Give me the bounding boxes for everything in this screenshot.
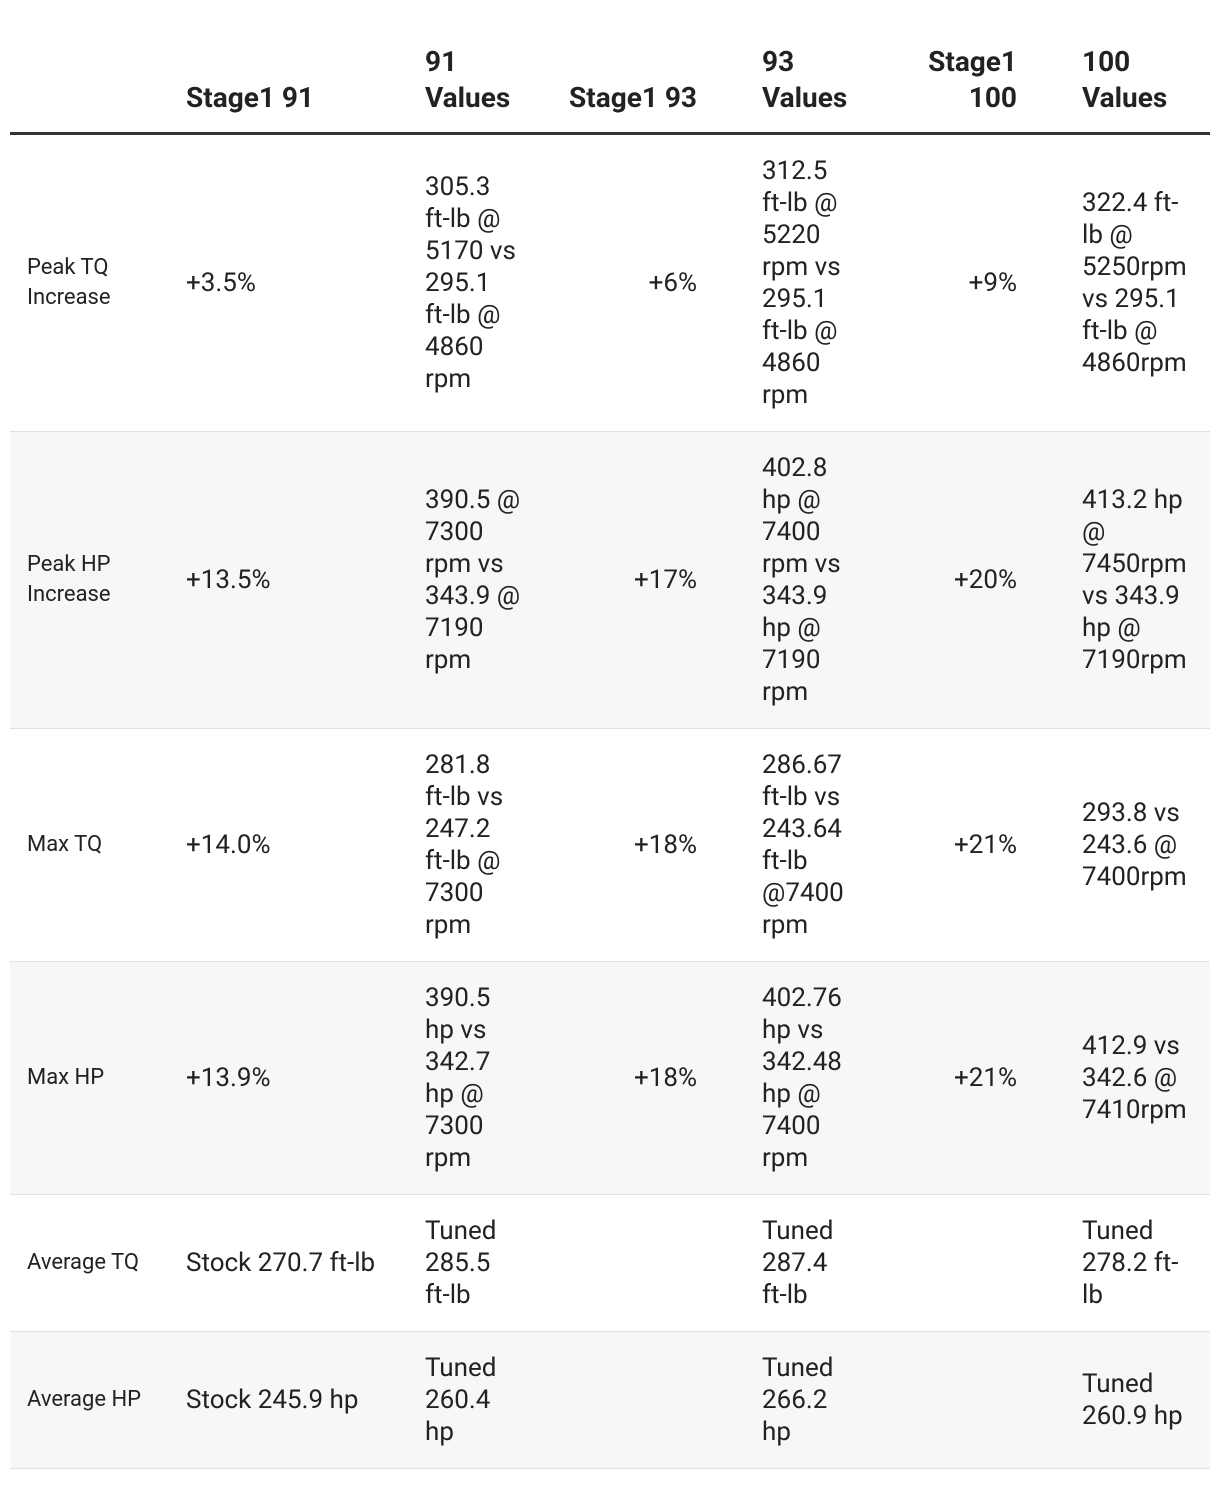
row-label: Peak HP Increase xyxy=(10,431,169,729)
table-cell: Tuned 260.4 hp xyxy=(408,1331,538,1469)
table-cell: +9% xyxy=(870,133,1065,432)
table-row: Average TQ Stock 270.7 ft-lb Tuned 285.5 f… xyxy=(10,1194,1210,1332)
comparison-table: Stage1 91 91 Values Stage1 93 93 Values Stag… xyxy=(10,30,1210,1469)
table-cell xyxy=(538,1194,745,1332)
table-cell: 402.76 hp vs 342.48 hp @ 7400 rpm xyxy=(745,961,870,1195)
header-cell: 100 Values xyxy=(1065,30,1210,135)
table-cell: Tuned 285.5 ft-lb xyxy=(408,1194,538,1332)
table-cell: 286.67 ft-lb vs 243.64 ft-lb @7400 rpm xyxy=(745,728,870,962)
table-cell: Stock 270.7 ft-lb xyxy=(169,1194,408,1332)
table-cell xyxy=(870,1331,1065,1469)
table-cell: 412.9 vs 342.6 @ 7410rpm xyxy=(1065,961,1210,1195)
header-cell: 93 Values xyxy=(745,30,870,135)
table-cell: Tuned 287.4 ft-lb xyxy=(745,1194,870,1332)
table-cell xyxy=(538,1331,745,1469)
table-cell: Tuned 266.2 hp xyxy=(745,1331,870,1469)
table-cell: 305.3 ft-lb @ 5170 vs 295.1 ft-lb @ 4860… xyxy=(408,133,538,432)
table-row: Peak TQ Increase +3.5% 305.3 ft-lb @ 5170 … xyxy=(10,133,1210,432)
table-row: Peak HP Increase +13.5% 390.5 @ 7300 rpm v… xyxy=(10,431,1210,729)
header-cell: Stage1 91 xyxy=(169,30,408,135)
table-cell: 293.8 vs 243.6 @ 7400rpm xyxy=(1065,728,1210,962)
table-cell: +18% xyxy=(538,961,745,1195)
header-cell: Stage1 100 xyxy=(870,30,1065,135)
table-cell: Tuned 260.9 hp xyxy=(1065,1331,1210,1469)
table-cell: 281.8 ft-lb vs 247.2 ft-lb @ 7300 rpm xyxy=(408,728,538,962)
table-cell: +21% xyxy=(870,728,1065,962)
table-cell: +17% xyxy=(538,431,745,729)
header-cell: 91 Values xyxy=(408,30,538,135)
header-cell: Stage1 93 xyxy=(538,30,745,135)
table-row: Max HP +13.9% 390.5 hp vs 342.7 hp @ 7300 … xyxy=(10,961,1210,1195)
table-cell: 322.4 ft-lb @ 5250rpm vs 295.1 ft-lb @ 4… xyxy=(1065,133,1210,432)
table-cell: 312.5 ft-lb @ 5220 rpm vs 295.1 ft-lb @ … xyxy=(745,133,870,432)
table-cell: +3.5% xyxy=(169,133,408,432)
table-row: Average HP Stock 245.9 hp Tuned 260.4 hp Tu… xyxy=(10,1331,1210,1469)
table-cell: 413.2 hp @ 7450rpm vs 343.9 hp @ 7190rpm xyxy=(1065,431,1210,729)
table-cell: +14.0% xyxy=(169,728,408,962)
header-cell xyxy=(10,30,169,135)
table-cell: 402.8 hp @ 7400 rpm vs 343.9 hp @ 7190 r… xyxy=(745,431,870,729)
header-row: Stage1 91 91 Values Stage1 93 93 Values Stag… xyxy=(10,30,1210,135)
table-cell: +21% xyxy=(870,961,1065,1195)
row-label: Average HP xyxy=(10,1331,169,1469)
table-cell: +13.9% xyxy=(169,961,408,1195)
table-cell: Tuned 278.2 ft-lb xyxy=(1065,1194,1210,1332)
table-cell xyxy=(870,1194,1065,1332)
table-cell: +18% xyxy=(538,728,745,962)
table-cell: +6% xyxy=(538,133,745,432)
table-cell: 390.5 @ 7300 rpm vs 343.9 @ 7190 rpm xyxy=(408,431,538,729)
row-label: Max TQ xyxy=(10,728,169,962)
table-cell: Stock 245.9 hp xyxy=(169,1331,408,1469)
table-cell: 390.5 hp vs 342.7 hp @ 7300 rpm xyxy=(408,961,538,1195)
table-cell: +20% xyxy=(870,431,1065,729)
row-label: Peak TQ Increase xyxy=(10,133,169,432)
table-cell: +13.5% xyxy=(169,431,408,729)
row-label: Average TQ xyxy=(10,1194,169,1332)
table-row: Max TQ +14.0% 281.8 ft-lb vs 247.2 ft-lb @… xyxy=(10,728,1210,962)
row-label: Max HP xyxy=(10,961,169,1195)
